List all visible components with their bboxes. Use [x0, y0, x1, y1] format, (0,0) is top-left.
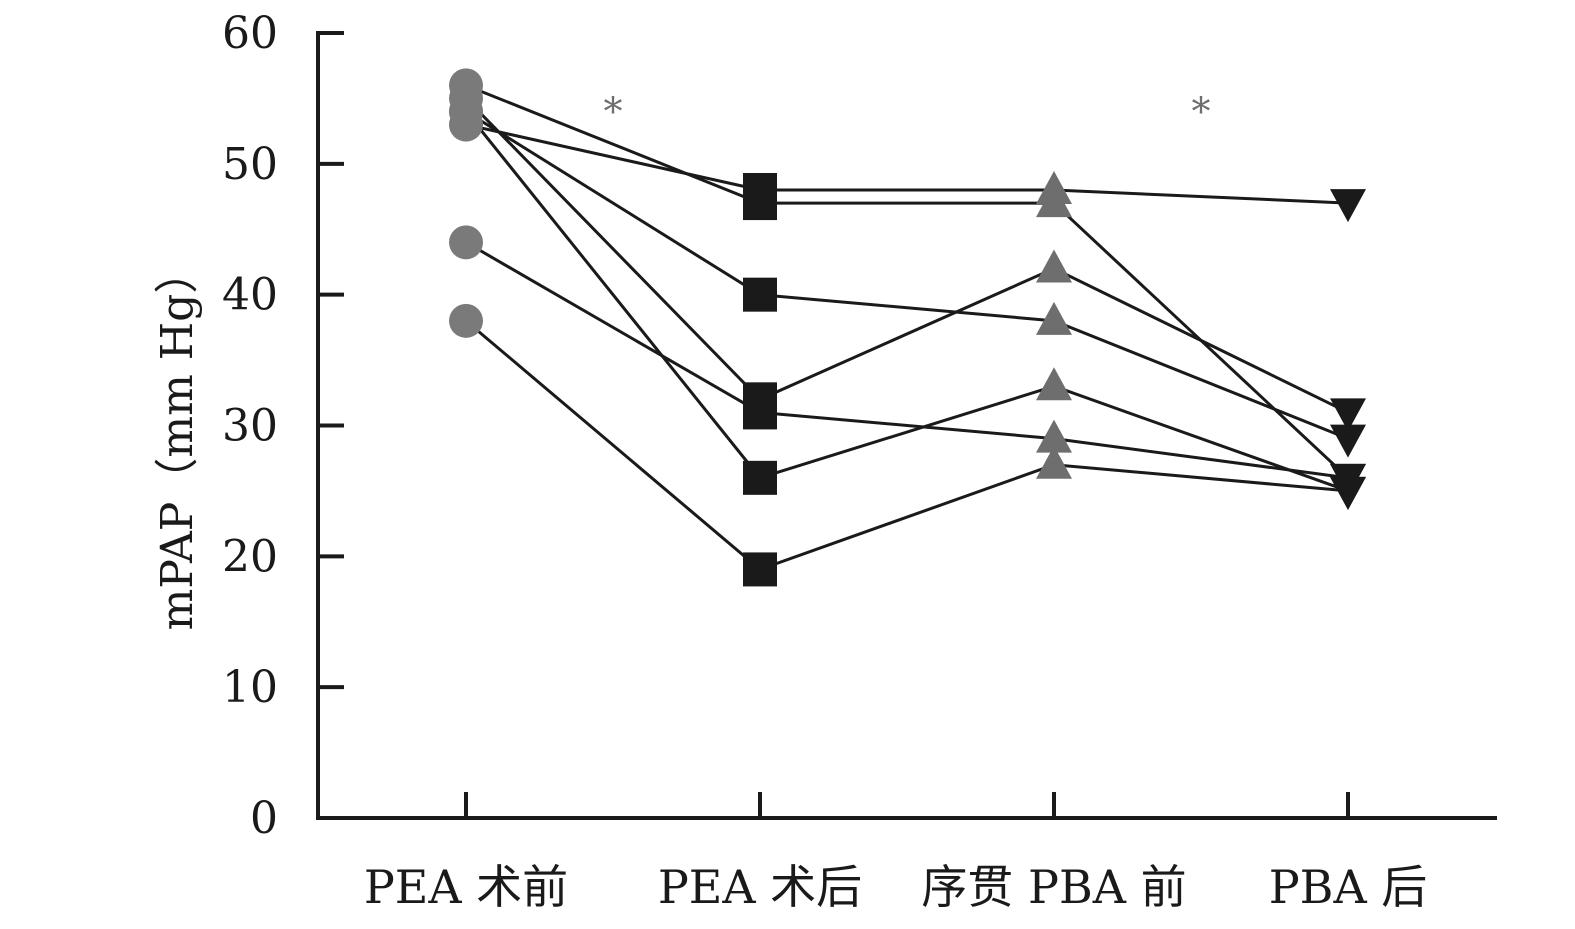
series-line	[465, 123, 1349, 205]
data-point-square	[743, 460, 777, 495]
series-line	[464, 110, 1349, 493]
data-point-triangle-down	[1330, 476, 1366, 510]
data-point-circle	[449, 303, 483, 338]
series-line	[465, 319, 1349, 572]
data-point-square	[743, 173, 777, 207]
y-axis-title: mPAP（mm Hg）	[152, 250, 203, 631]
series-line	[464, 97, 1349, 414]
x-tick-label: 序贯 PBA 前	[921, 860, 1186, 914]
data-point-triangle-down	[1330, 398, 1366, 432]
series-line	[465, 83, 1350, 479]
series-lines	[464, 83, 1350, 572]
y-tick-label: 60	[222, 8, 278, 59]
significance-marker: *	[604, 89, 623, 133]
x-tick-label: PBA 后	[1269, 860, 1428, 914]
significance-marker: *	[1192, 89, 1211, 133]
y-tick-label: 10	[222, 662, 278, 713]
data-point-circle	[449, 94, 483, 129]
data-point-triangle-down	[1330, 189, 1366, 223]
axes-layer	[316, 31, 1497, 820]
series-markers	[449, 68, 1366, 587]
data-point-triangle-up	[1036, 445, 1072, 479]
data-point-square	[743, 552, 777, 587]
data-point-circle	[449, 225, 483, 260]
data-point-triangle-up	[1036, 171, 1072, 204]
data-point-triangle-up	[1036, 249, 1072, 283]
series-line	[465, 241, 1349, 480]
data-point-square	[743, 277, 777, 312]
labels-layer: 0 10 20 30 40 50 60 PEA 术前 PEA 术后 序贯 PBA 前 PBA 后 * *	[222, 8, 1427, 914]
y-tick-label: 0	[250, 793, 278, 844]
x-tick-label: PEA 术前	[364, 860, 568, 914]
y-tick-label: 50	[222, 139, 278, 190]
series-line	[465, 110, 1349, 440]
y-tick-label: 20	[222, 531, 278, 582]
y-tick-label: 30	[222, 401, 278, 452]
data-point-triangle-up	[1036, 367, 1072, 401]
y-tick-label: 40	[222, 270, 278, 321]
data-point-triangle-up	[1036, 419, 1072, 453]
data-point-square	[743, 395, 777, 430]
x-tick-label: PEA 术后	[658, 860, 862, 914]
data-point-triangle-up	[1036, 301, 1072, 335]
data-point-triangle-down	[1330, 424, 1366, 458]
